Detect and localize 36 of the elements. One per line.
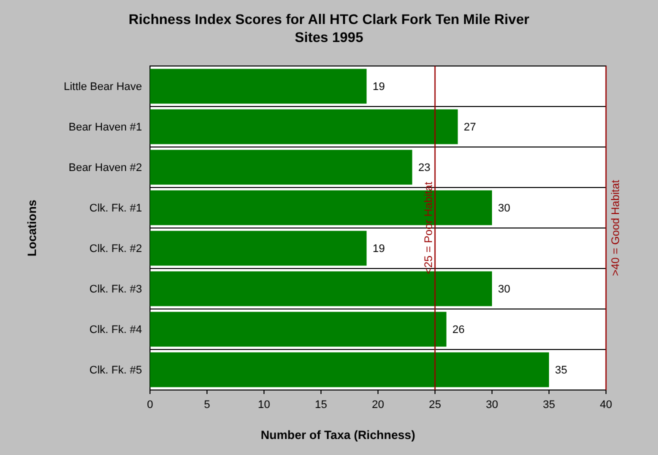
ref-line-label: <25 = Poor Habitat (423, 182, 435, 274)
y-axis-title: Locations (25, 199, 39, 256)
x-axis-title: Number of Taxa (Richness) (260, 428, 416, 442)
x-tick-label: 10 (258, 399, 270, 411)
data-label: 35 (555, 364, 568, 377)
bar (150, 68, 367, 104)
data-label: 19 (372, 243, 385, 256)
data-label: 30 (498, 284, 510, 296)
x-tick-label: 15 (314, 399, 328, 411)
y-tick-label: Clk. Fk. #4 (89, 324, 142, 336)
x-tick-label: 0 (146, 399, 154, 411)
bar (150, 352, 549, 388)
x-tick-label: 35 (542, 399, 556, 411)
x-tick-label: 25 (428, 399, 442, 411)
y-tick-label: Clk. Fk. #5 (89, 364, 142, 377)
data-label: 27 (464, 122, 476, 134)
x-tick-label: 20 (372, 399, 384, 411)
chart-title: Richness Index Scores for All HTC Clark Fork Ten Mile River Sites 1995 (128, 11, 530, 45)
data-label: 30 (498, 202, 510, 215)
y-tick-label: Little Bear Have (64, 81, 142, 94)
data-label: 26 (452, 324, 465, 336)
bar (150, 109, 458, 144)
bar (150, 312, 446, 347)
bar (150, 150, 412, 185)
data-label: 19 (372, 81, 385, 94)
y-tick-label: Clk. Fk. #3 (89, 284, 142, 296)
y-tick-label: Clk. Fk. #1 (89, 202, 142, 215)
ref-line-label: >40 = Good Habitat (610, 180, 622, 276)
y-tick-label: Bear Haven #1 (68, 122, 142, 134)
x-tick-label: 30 (486, 399, 498, 411)
data-label: 23 (418, 162, 430, 174)
y-tick-label: Bear Haven #2 (68, 162, 142, 174)
x-tick-label: 5 (204, 399, 210, 411)
y-tick-label: Clk. Fk. #2 (89, 243, 142, 256)
bar (150, 230, 367, 266)
x-tick-label: 40 (600, 399, 612, 411)
